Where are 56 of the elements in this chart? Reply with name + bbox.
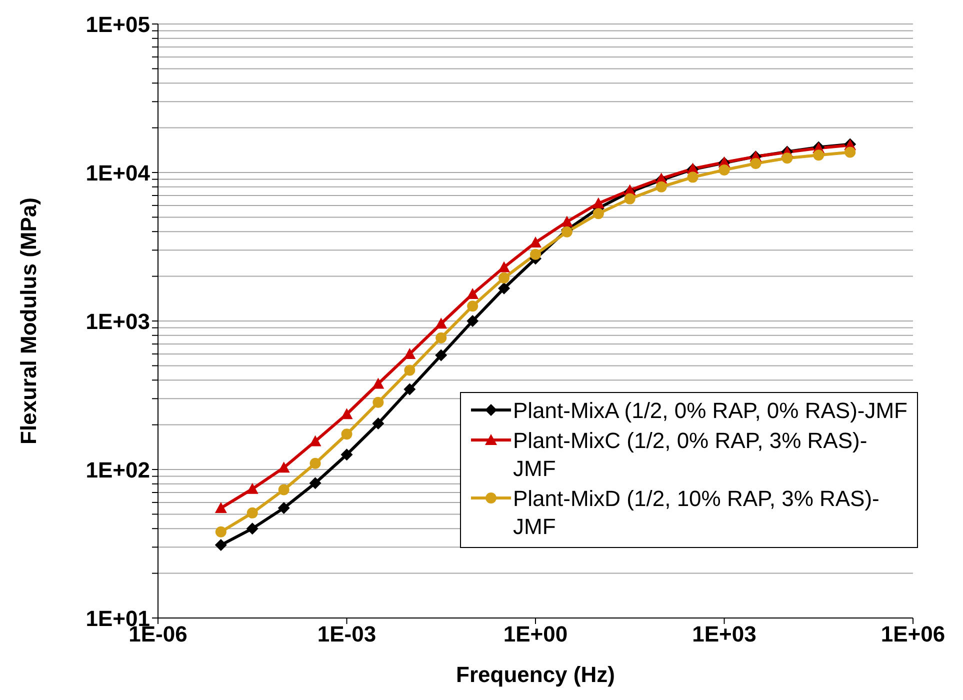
point xyxy=(246,507,258,518)
point xyxy=(782,152,793,164)
point xyxy=(435,349,448,362)
point xyxy=(560,216,573,227)
y-tick-label: 1E+05 xyxy=(86,12,150,37)
x-tick-label: 1E-03 xyxy=(317,622,376,647)
point xyxy=(750,158,762,169)
point xyxy=(341,428,352,440)
point xyxy=(466,288,479,299)
x-tick-label: 1E+03 xyxy=(692,622,756,647)
point xyxy=(309,477,322,490)
point xyxy=(246,482,258,494)
legend-label: Plant-MixA (1/2, 0% RAP, 0% RAS)-JMF xyxy=(513,397,908,425)
point xyxy=(466,315,479,327)
point xyxy=(340,408,353,420)
point xyxy=(215,526,226,538)
point xyxy=(246,522,258,535)
point xyxy=(530,236,542,248)
point xyxy=(309,435,322,446)
point xyxy=(214,502,227,514)
point xyxy=(278,484,290,496)
y-axis-title: Flexural Modulus (MPa) xyxy=(16,198,41,444)
point xyxy=(498,282,510,294)
point xyxy=(624,193,636,204)
point xyxy=(278,502,290,514)
point xyxy=(498,261,510,272)
point xyxy=(214,539,227,552)
point xyxy=(435,318,448,329)
point xyxy=(687,172,698,183)
point xyxy=(404,348,416,359)
point xyxy=(372,418,384,430)
y-tick-label: 1E+03 xyxy=(86,308,150,334)
point xyxy=(467,300,478,312)
point xyxy=(718,164,730,176)
y-tick-label: 1E+04 xyxy=(86,160,151,186)
point xyxy=(404,383,416,396)
point xyxy=(372,378,384,389)
point xyxy=(813,150,824,161)
x-axis-title: Frequency (Hz) xyxy=(456,662,615,687)
legend-label: Plant-MixD (1/2, 10% RAP, 3% RAS)-JMF xyxy=(513,485,880,541)
point xyxy=(310,458,321,469)
x-tick-label: 1E+06 xyxy=(880,622,946,647)
point xyxy=(592,208,604,220)
legend-label: Plant-MixC (1/2, 0% RAP, 3% RAS)-JMF xyxy=(513,427,868,483)
point xyxy=(656,181,667,192)
point xyxy=(372,396,384,408)
y-tick-label: 1E+02 xyxy=(86,457,150,482)
x-tick-label: 1E+00 xyxy=(503,622,568,647)
point xyxy=(498,272,510,284)
point xyxy=(844,146,856,158)
point xyxy=(340,448,353,461)
point xyxy=(278,462,290,473)
point xyxy=(436,332,447,344)
point xyxy=(404,364,416,376)
point xyxy=(592,197,604,208)
point xyxy=(530,248,541,260)
